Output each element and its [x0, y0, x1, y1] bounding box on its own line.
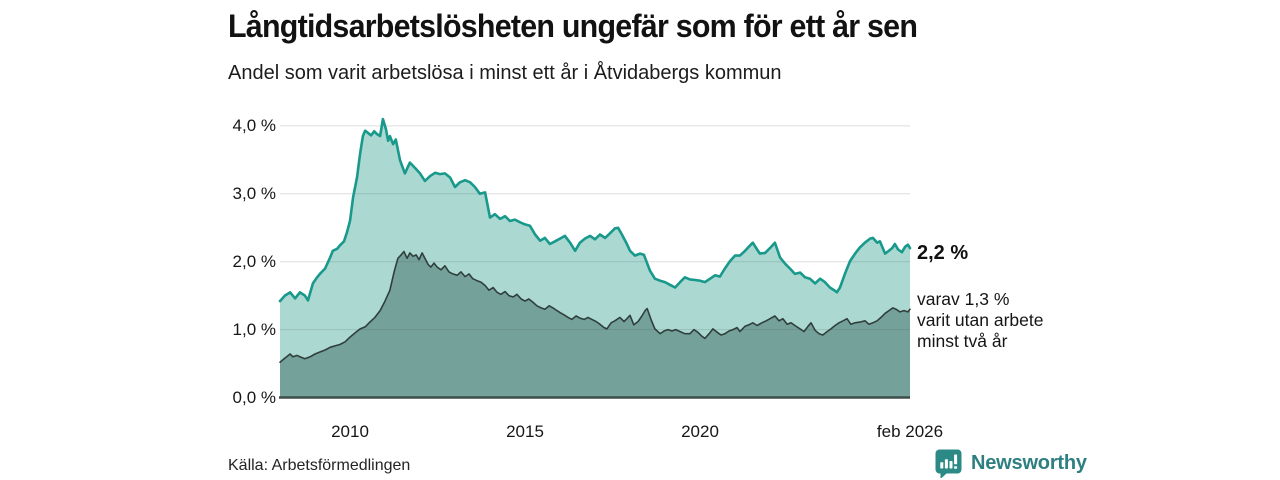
y-tick-label: 0,0 %	[232, 387, 276, 407]
series-end-value-label: 2,2 %	[917, 242, 969, 264]
x-tick-label: 2010	[331, 422, 369, 441]
newsworthy-icon	[935, 449, 962, 478]
chart-subtitle: Andel som varit arbetslösa i minst ett å…	[228, 62, 782, 84]
y-tick-label: 2,0 %	[232, 251, 276, 271]
x-tick-label: 2015	[506, 422, 544, 441]
series-end-annotation: varav 1,3 % varit utan arbete minst två …	[917, 289, 1043, 352]
page-title: Långtidsarbetslösheten ungefär som för e…	[228, 8, 918, 44]
series-area-1	[280, 251, 910, 398]
series-line-1	[279, 250, 911, 363]
annotation-line: varit utan arbete	[917, 310, 1044, 330]
brand-name: Newsworthy	[971, 451, 1087, 474]
y-tick-label: 3,0 %	[232, 183, 276, 203]
y-tick-label: 1,0 %	[232, 319, 276, 339]
annotation-line: varav 1,3 %	[917, 289, 1010, 309]
x-tick-label: feb 2026	[876, 422, 944, 441]
y-tick-label: 4,0 %	[232, 115, 276, 135]
series-line-0	[278, 117, 912, 303]
annotation-line: minst två år	[917, 331, 1008, 351]
brand-logo: Newsworthy	[934, 448, 1087, 478]
x-tick-label: 2020	[681, 422, 719, 441]
source-note: Källa: Arbetsförmedlingen	[228, 457, 411, 474]
